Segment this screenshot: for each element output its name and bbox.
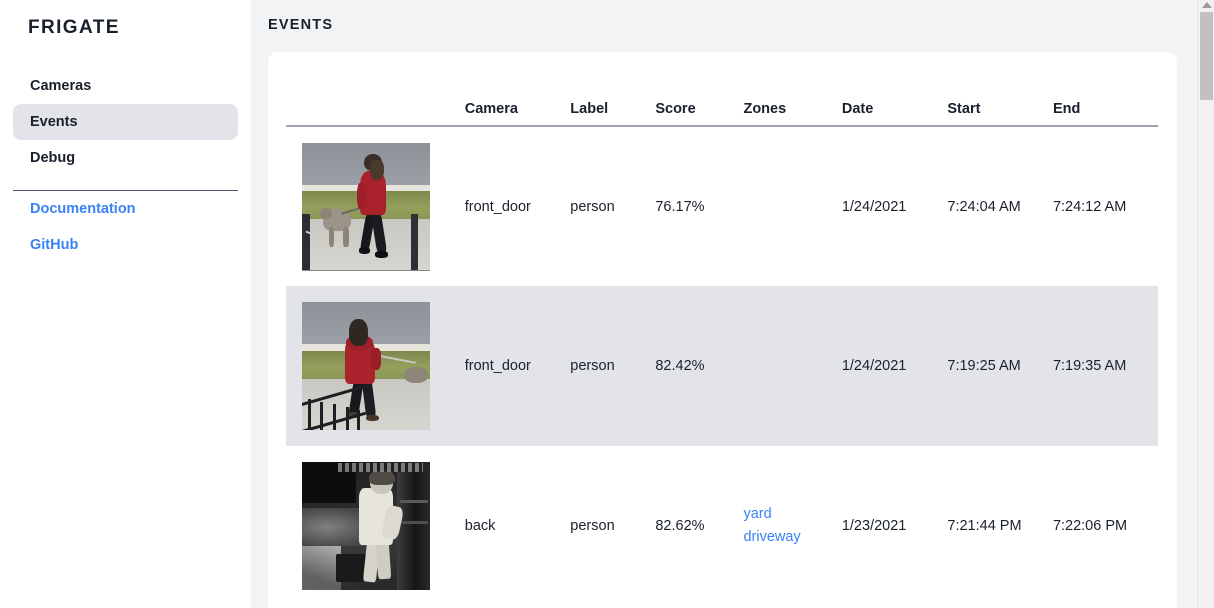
event-score: 76.17% [655,198,705,215]
scroll-up-arrow-icon[interactable] [1202,2,1212,8]
table-row[interactable]: back person 82.62% yard driveway 1/23/202… [268,446,1177,606]
event-end: 7:24:12 AM [1052,198,1127,215]
event-date: 1/24/2021 [841,358,907,374]
row-spacer-right [1158,446,1177,606]
event-thumbnail-cell[interactable] [286,126,464,286]
table-header-date: Date [841,52,948,127]
events-table: Camera Label Score Zones Date Start End [268,52,1177,606]
row-spacer-left [268,126,286,286]
event-start: 7:24:04 AM [947,198,1021,215]
table-header-score: Score [655,52,744,127]
event-thumbnail-image[interactable] [302,302,431,430]
event-score: 82.42% [655,358,705,374]
table-header-spacer-right [1158,52,1177,126]
sidebar-item-debug[interactable]: Debug [30,150,76,166]
events-card: Camera Label Score Zones Date Start End [268,52,1177,608]
sidebar-item-cameras[interactable]: Cameras [30,78,92,94]
table-header-label: Label [570,52,656,127]
table-row[interactable]: front_door person 82.42% 1/24/2021 7:19:… [268,286,1177,446]
event-zone-link[interactable]: yard [743,505,772,522]
event-start: 7:19:25 AM [947,358,1021,374]
event-camera[interactable]: front_door [464,358,531,374]
event-camera[interactable]: back [464,518,496,534]
event-camera[interactable]: front_door [464,198,531,215]
sidebar-link-github[interactable]: GitHub [30,237,79,253]
table-header-zones: Zones [743,52,842,127]
sidebar-nav: Cameras Events Debug Documentation GitHu… [0,68,251,263]
main-content: EVENTS Camera Label Score Zones Date [251,0,1214,608]
table-header-end: End [1052,52,1159,127]
row-spacer-left [268,446,286,606]
sidebar-divider [13,190,238,191]
event-zones: yard driveway [743,446,841,606]
table-header-camera: Camera [464,52,571,127]
sidebar-link-documentation[interactable]: Documentation [30,201,136,217]
event-zone-link[interactable]: driveway [743,529,801,545]
event-label[interactable]: person [570,358,615,374]
scrollbar-thumb[interactable] [1200,12,1213,100]
event-label[interactable]: person [570,198,615,215]
event-zones [743,126,841,286]
event-label[interactable]: person [570,518,615,534]
table-body: front_door person 76.17% 1/24/2021 7:24:… [268,126,1177,606]
sidebar-item-events[interactable]: Events [13,104,238,140]
row-spacer-right [1158,286,1177,446]
table-header-thumbnail [286,52,465,127]
event-thumbnail-image[interactable] [302,462,431,590]
row-spacer-left [268,286,287,446]
table-header-start: Start [947,52,1053,127]
event-date: 1/24/2021 [841,198,907,215]
table-header-row: Camera Label Score Zones Date Start End [268,52,1177,127]
table-header-spacer [268,52,286,126]
page-title: EVENTS [268,17,334,33]
event-thumbnail-cell[interactable] [286,286,464,446]
row-spacer-right [1158,126,1177,286]
event-end: 7:19:35 AM [1052,358,1127,374]
event-date: 1/23/2021 [841,518,907,534]
table-row[interactable]: front_door person 76.17% 1/24/2021 7:24:… [268,126,1177,286]
page-scrollbar[interactable] [1197,0,1214,608]
sidebar: FRIGATE Cameras Events Debug Documentati… [0,0,251,608]
event-score: 82.62% [655,518,705,534]
event-zones [743,286,841,446]
event-end: 7:22:06 PM [1052,518,1128,534]
event-start: 7:21:44 PM [947,518,1022,534]
event-thumbnail-image[interactable] [302,142,431,271]
event-thumbnail-cell[interactable] [286,446,464,606]
app-brand: FRIGATE [28,17,120,38]
